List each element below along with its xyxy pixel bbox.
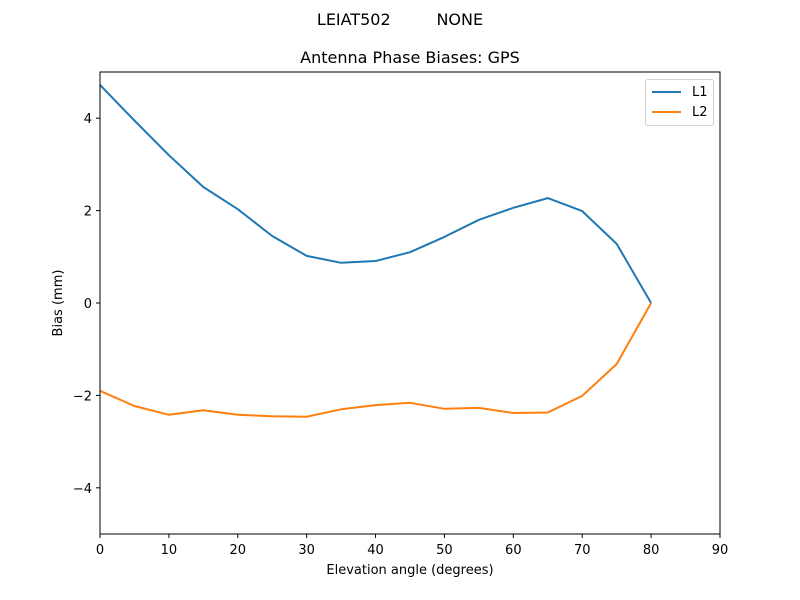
y-tick-label: 2 bbox=[84, 205, 92, 220]
x-tick-label: 80 bbox=[643, 543, 660, 558]
y-tick-label: −2 bbox=[73, 389, 92, 404]
chart-title: Antenna Phase Biases: GPS bbox=[300, 48, 520, 67]
x-tick-label: 20 bbox=[230, 543, 247, 558]
x-axis-label: Elevation angle (degrees) bbox=[326, 563, 493, 578]
legend-swatch-l2 bbox=[652, 111, 681, 113]
x-tick-label: 0 bbox=[96, 543, 104, 558]
legend: L1 L2 bbox=[645, 79, 714, 126]
x-tick-label: 50 bbox=[436, 543, 453, 558]
figure-suptitle: LEIAT502 NONE bbox=[316, 10, 484, 29]
y-tick-label: 0 bbox=[84, 297, 92, 312]
axes-frame bbox=[99, 71, 721, 535]
legend-swatch-l1 bbox=[652, 91, 681, 93]
series-layer bbox=[99, 84, 652, 418]
x-tick-label: 10 bbox=[161, 543, 178, 558]
x-tick-label: 30 bbox=[298, 543, 315, 558]
x-tick-label: 60 bbox=[505, 543, 522, 558]
x-tick-label: 90 bbox=[712, 543, 729, 558]
y-axis-label: Bias (mm) bbox=[51, 270, 66, 337]
legend-label-l1: L1 bbox=[692, 84, 708, 100]
y-tick-label: 4 bbox=[84, 112, 92, 127]
y-axis-ticks: −4 −2 0 2 4 bbox=[73, 112, 100, 497]
x-tick-label: 70 bbox=[574, 543, 591, 558]
series-line-l2 bbox=[99, 302, 652, 418]
legend-item-l1: L1 bbox=[652, 82, 708, 102]
series-line-l1 bbox=[99, 84, 652, 304]
x-axis-ticks: 0 10 20 30 40 50 60 70 80 90 bbox=[96, 534, 728, 558]
y-tick-label: −4 bbox=[73, 482, 92, 497]
legend-label-l2: L2 bbox=[692, 104, 708, 120]
legend-item-l2: L2 bbox=[652, 102, 708, 122]
x-tick-label: 40 bbox=[367, 543, 384, 558]
